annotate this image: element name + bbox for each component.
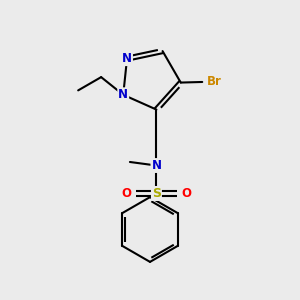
Text: O: O: [182, 187, 192, 200]
Text: S: S: [152, 187, 161, 200]
Text: N: N: [152, 159, 161, 172]
Text: N: N: [122, 52, 132, 65]
Text: N: N: [118, 88, 128, 101]
Text: O: O: [121, 187, 131, 200]
Text: Br: Br: [207, 76, 221, 88]
